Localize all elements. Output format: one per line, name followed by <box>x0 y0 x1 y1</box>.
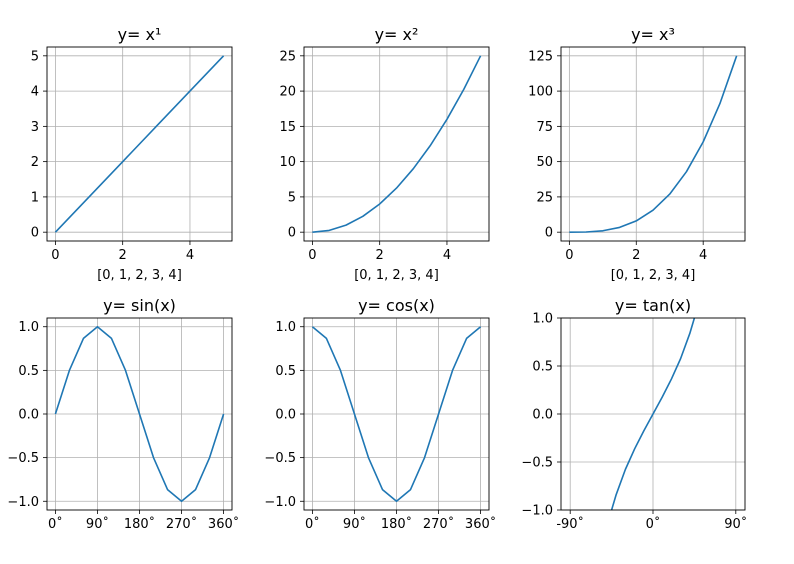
subplot-2: 0 2 4 0 5 10 15 20 25 y= x² [0, 1, 2, 3, 4] <box>279 25 490 283</box>
x-tick-label: 270˚ <box>166 516 197 532</box>
y-tick-label: 1 <box>31 190 39 205</box>
x-tick-label: 180˚ <box>381 516 412 532</box>
y-tick-label: 0.0 <box>532 408 553 423</box>
y-tick-label: −1.0 <box>521 504 553 519</box>
x-tick-label: 0˚ <box>646 516 661 532</box>
subplot-6: -90˚ 0˚ 90˚ −1.0 −0.5 0.0 0.5 1.0 y= tan(x) <box>521 296 747 532</box>
x-tick-label: 0˚ <box>48 516 63 532</box>
subplot-title: y= x¹ <box>118 25 162 44</box>
y-tick-label: 10 <box>279 155 296 170</box>
axes-frame <box>46 46 233 242</box>
subplot-5: 0˚ 90˚ 180˚ 270˚ 360˚ −1.0 −0.5 0.0 0.5 1.0 y= cos… <box>264 296 496 532</box>
series-line <box>312 55 482 233</box>
x-tick-label: 4 <box>443 248 451 263</box>
y-tick-label: −0.5 <box>264 451 296 466</box>
x-tick-label: 0 <box>565 248 573 263</box>
y-tick-label: 0 <box>31 226 39 241</box>
series-line <box>311 326 482 503</box>
y-tick-label: 3 <box>31 120 39 135</box>
y-tick-label: 1.0 <box>18 320 39 335</box>
x-tick-label: 0 <box>51 248 59 263</box>
y-tick-label: −0.5 <box>7 451 39 466</box>
y-tick-label: 0 <box>545 226 553 241</box>
x-tick-label: 2 <box>376 248 384 263</box>
subplot-title: y= x² <box>375 25 419 44</box>
x-tick-label: 0˚ <box>305 516 320 532</box>
subplot-title: y= tan(x) <box>615 296 691 315</box>
y-tick-label: 1.0 <box>532 312 553 327</box>
y-tick-label: 0.5 <box>275 364 296 379</box>
y-tick-label: 20 <box>279 85 296 100</box>
y-tick-label: 0.5 <box>18 364 39 379</box>
axes-frame <box>303 46 490 242</box>
x-tick-label: 0 <box>308 248 316 263</box>
x-tick-label: 4 <box>699 248 707 263</box>
x-tick-label: 270˚ <box>423 516 454 532</box>
x-axis-label: [0, 1, 2, 3, 4] <box>97 268 182 283</box>
y-tick-label: 0.0 <box>275 408 296 423</box>
y-tick-label: 15 <box>279 120 296 135</box>
x-tick-label: 4 <box>186 248 194 263</box>
x-tick-label: 90˚ <box>724 516 747 532</box>
x-tick-label: 360˚ <box>465 516 496 532</box>
y-tick-label: −1.0 <box>264 495 296 510</box>
y-tick-label: 50 <box>536 155 553 170</box>
x-tick-label: -90˚ <box>556 516 584 532</box>
series-line <box>54 55 225 233</box>
y-tick-label: 0.5 <box>532 360 553 375</box>
x-tick-label: 2 <box>632 248 640 263</box>
y-tick-label: 0 <box>288 226 296 241</box>
axes-frame <box>560 46 746 242</box>
series-line <box>54 325 225 503</box>
x-tick-label: 2 <box>119 248 127 263</box>
y-tick-label: 75 <box>536 120 553 135</box>
y-tick-label: 1.0 <box>275 320 296 335</box>
x-tick-label: 360˚ <box>208 516 239 532</box>
x-tick-label: 90˚ <box>86 516 109 532</box>
x-tick-label: 180˚ <box>124 516 155 532</box>
subplot-3: 0 2 4 0 25 50 75 100 125 y= x³ [0, 1, 2, 3, 4] <box>528 25 746 283</box>
y-tick-label: 25 <box>279 49 296 64</box>
subplot-title: y= cos(x) <box>358 296 435 315</box>
subplot-4: 0˚ 90˚ 180˚ 270˚ 360˚ −1.0 −0.5 0.0 0.5 1.0 y= sin… <box>7 296 239 532</box>
axes-frame <box>303 317 490 511</box>
y-tick-label: 2 <box>31 155 39 170</box>
y-tick-label: 100 <box>528 85 553 100</box>
subplot-1: 0 2 4 0 1 2 3 4 5 y= x¹ [0, 1, 2, 3, 4] <box>31 25 233 283</box>
y-tick-label: 0.0 <box>18 408 39 423</box>
y-tick-label: 5 <box>288 190 296 205</box>
x-axis-label: [0, 1, 2, 3, 4] <box>354 268 439 283</box>
subplot-title: y= x³ <box>631 25 675 44</box>
x-axis-label: [0, 1, 2, 3, 4] <box>611 268 696 283</box>
series-line <box>569 55 738 233</box>
y-tick-label: 25 <box>536 190 553 205</box>
y-tick-label: −1.0 <box>7 495 39 510</box>
y-tick-label: −0.5 <box>521 456 553 471</box>
subplot-title: y= sin(x) <box>103 296 176 315</box>
y-tick-label: 5 <box>31 49 39 64</box>
y-tick-label: 125 <box>528 49 553 64</box>
x-tick-label: 90˚ <box>343 516 366 532</box>
series-line <box>610 317 696 511</box>
y-tick-label: 4 <box>31 85 39 100</box>
axes-frame <box>46 317 233 511</box>
axes-frame <box>560 317 746 511</box>
